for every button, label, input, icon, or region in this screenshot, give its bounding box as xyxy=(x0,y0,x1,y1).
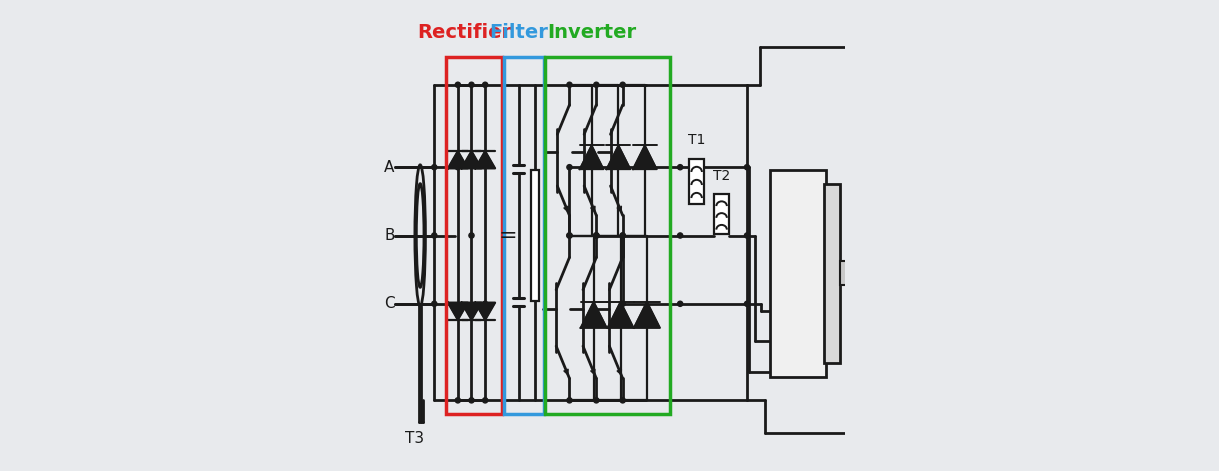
Circle shape xyxy=(455,82,461,88)
Polygon shape xyxy=(607,302,634,328)
Circle shape xyxy=(745,164,750,170)
Text: Inverter: Inverter xyxy=(547,24,636,42)
Circle shape xyxy=(678,233,683,238)
Circle shape xyxy=(620,233,625,238)
Bar xyxy=(503,57,544,414)
Text: B: B xyxy=(384,228,395,243)
Circle shape xyxy=(567,233,572,238)
Circle shape xyxy=(594,233,599,238)
Polygon shape xyxy=(607,146,630,169)
Circle shape xyxy=(678,164,683,170)
Text: T2: T2 xyxy=(713,169,730,182)
Circle shape xyxy=(678,301,683,307)
FancyBboxPatch shape xyxy=(824,184,840,363)
Circle shape xyxy=(455,398,461,403)
Circle shape xyxy=(567,233,572,238)
Text: T3: T3 xyxy=(406,430,424,446)
Polygon shape xyxy=(447,303,468,320)
Circle shape xyxy=(620,301,625,307)
Circle shape xyxy=(620,82,625,88)
Circle shape xyxy=(594,233,599,238)
Circle shape xyxy=(432,233,436,238)
FancyBboxPatch shape xyxy=(769,170,826,377)
Circle shape xyxy=(745,233,750,238)
Circle shape xyxy=(567,164,572,170)
Polygon shape xyxy=(634,302,659,328)
Bar xyxy=(840,261,865,285)
Circle shape xyxy=(620,398,625,403)
Circle shape xyxy=(469,233,474,238)
Circle shape xyxy=(469,398,474,403)
Circle shape xyxy=(483,301,488,307)
Circle shape xyxy=(483,82,488,88)
Circle shape xyxy=(432,301,436,307)
Circle shape xyxy=(567,82,572,88)
Bar xyxy=(530,170,539,301)
Text: T1: T1 xyxy=(688,133,706,147)
Circle shape xyxy=(745,301,750,307)
Polygon shape xyxy=(447,151,468,168)
Circle shape xyxy=(620,233,625,238)
Text: Rectifier: Rectifier xyxy=(417,24,512,42)
Text: Filter: Filter xyxy=(490,24,549,42)
Bar xyxy=(446,57,502,414)
Text: =: = xyxy=(499,226,518,245)
Circle shape xyxy=(594,233,599,238)
Polygon shape xyxy=(462,151,482,168)
Circle shape xyxy=(483,398,488,403)
Circle shape xyxy=(469,82,474,88)
Polygon shape xyxy=(633,146,657,169)
Polygon shape xyxy=(579,146,603,169)
Polygon shape xyxy=(462,303,482,320)
Bar xyxy=(545,57,670,414)
Bar xyxy=(689,159,705,203)
Text: C: C xyxy=(384,296,395,311)
Circle shape xyxy=(594,398,599,403)
Polygon shape xyxy=(580,302,607,328)
Bar xyxy=(714,194,729,234)
Circle shape xyxy=(432,164,436,170)
Polygon shape xyxy=(475,303,495,320)
Circle shape xyxy=(567,398,572,403)
Polygon shape xyxy=(475,151,495,168)
Circle shape xyxy=(455,164,461,170)
Ellipse shape xyxy=(864,263,868,284)
Text: A: A xyxy=(384,160,395,175)
Circle shape xyxy=(594,82,599,88)
